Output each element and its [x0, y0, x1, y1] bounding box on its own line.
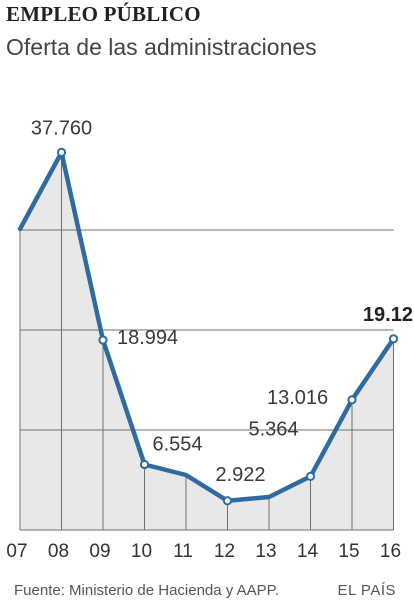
data-point-16	[388, 334, 399, 344]
data-label-12: 2.922	[216, 464, 266, 486]
data-label-10: 6.554	[153, 433, 203, 455]
data-label-09: 18.994	[117, 327, 178, 349]
x-tick-label-16: 16	[380, 541, 401, 562]
data-point-12	[222, 496, 233, 506]
data-label-08: 37.760	[31, 117, 92, 139]
x-tick-label-11: 11	[173, 541, 193, 562]
x-tick-label-09: 09	[89, 541, 110, 562]
x-tick-label-08: 08	[48, 541, 69, 562]
source-note: Fuente: Ministerio de Hacienda y AAPP.	[14, 582, 279, 599]
x-tick-label-07: 07	[6, 541, 27, 562]
chart-subtitle: Oferta de las administraciones	[6, 34, 317, 60]
data-label-16: 19.121	[363, 304, 414, 326]
publisher-brand: EL PAÍS	[337, 582, 396, 599]
data-point-09	[98, 335, 108, 345]
data-point-08	[56, 147, 67, 157]
data-point-15	[347, 395, 357, 405]
chart-title: EMPLEO PÚBLICO	[6, 2, 201, 26]
x-tick-label-13: 13	[255, 541, 276, 562]
data-point-14	[305, 471, 316, 481]
data-label-15: 13.016	[267, 387, 328, 409]
x-tick-label-14: 14	[297, 541, 319, 562]
x-tick-label-10: 10	[131, 541, 152, 562]
data-label-14: 5.364	[249, 418, 299, 440]
series-line	[17, 150, 396, 504]
area-fill	[20, 152, 394, 530]
x-tick-label-12: 12	[214, 541, 235, 562]
data-point-10	[139, 459, 150, 470]
x-tick-label-15: 15	[338, 541, 359, 562]
